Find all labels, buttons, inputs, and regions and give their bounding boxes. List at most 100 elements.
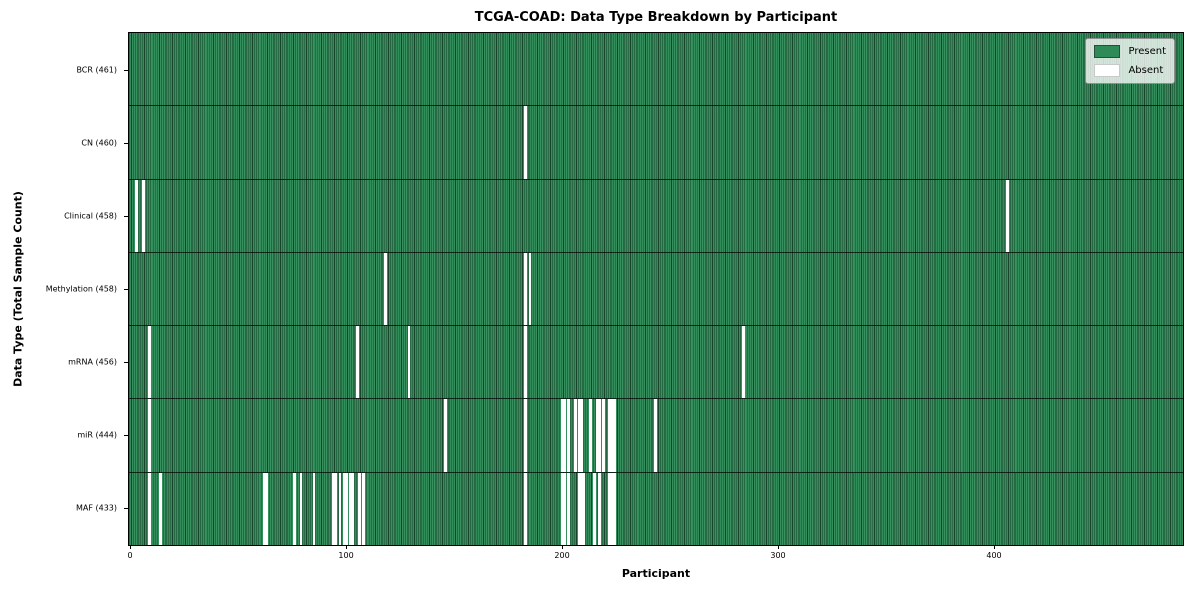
y-tick-mark	[124, 362, 128, 364]
y-tick-mark	[124, 215, 128, 217]
heatmap-row-mrna	[129, 326, 1183, 400]
present-swatch-icon	[1094, 45, 1121, 58]
y-tick-label: mRNA (456)	[68, 357, 117, 367]
y-tick-label: Clinical (458)	[64, 211, 117, 221]
absent-stripe	[578, 399, 582, 472]
absent-stripe	[578, 472, 582, 545]
absent-stripe	[357, 472, 361, 545]
absent-stripe	[444, 399, 448, 472]
heatmap-row-mir	[129, 399, 1183, 473]
absent-stripe	[608, 472, 612, 545]
heatmap-row-clinical	[129, 179, 1183, 253]
absent-stripe	[560, 472, 564, 545]
absent-stripe	[334, 472, 338, 545]
absent-stripe	[265, 472, 268, 545]
absent-stripe	[383, 252, 387, 326]
absent-stripe	[148, 399, 152, 472]
x-tick-label: 100	[338, 551, 354, 560]
absent-stripe	[344, 472, 348, 545]
absent-stripe	[742, 326, 746, 399]
absent-stripe	[573, 399, 577, 472]
absent-stripe	[332, 472, 335, 545]
x-tick-label: 200	[554, 551, 570, 560]
y-tick-mark	[124, 508, 128, 510]
absent-stripe	[560, 399, 564, 472]
y-tick-label: MAF (433)	[75, 503, 117, 513]
absent-stripe	[342, 472, 346, 545]
absent-stripe	[563, 472, 566, 545]
absent-stripe	[580, 399, 584, 472]
absent-stripe	[524, 326, 528, 399]
absent-stripe	[524, 252, 528, 326]
y-axis: BCR (461) CN (460) Clinical (458) Methylati…	[0, 33, 129, 545]
legend-absent-label: Absent	[1128, 65, 1164, 76]
absent-stripe	[159, 472, 163, 545]
x-tick-mark	[562, 545, 564, 549]
heatmap-rows	[129, 33, 1183, 545]
x-axis-label: Participant	[621, 567, 691, 580]
absent-stripe	[338, 472, 342, 545]
absent-stripe	[293, 472, 296, 545]
absent-stripe	[593, 472, 597, 545]
legend-present-label: Present	[1128, 46, 1166, 57]
x-tick-mark	[778, 545, 780, 549]
absent-swatch-icon	[1094, 64, 1121, 77]
absent-stripe	[612, 399, 616, 472]
legend: Present Absent	[1085, 38, 1175, 84]
x-axis: 0 100 200 300 400	[127, 545, 1183, 565]
absent-stripe	[608, 399, 612, 472]
absent-stripe	[355, 326, 359, 399]
absent-stripe	[141, 179, 145, 252]
y-tick-label: miR (444)	[77, 430, 117, 440]
plot-area: Present Absent	[128, 32, 1184, 546]
absent-stripe	[610, 399, 614, 472]
absent-stripe	[349, 472, 353, 545]
absent-stripe	[528, 252, 532, 326]
x-tick-label: 400	[986, 551, 1002, 560]
absent-stripe	[524, 399, 528, 472]
absent-stripe	[580, 472, 584, 545]
absent-stripe	[148, 472, 152, 545]
absent-stripe	[597, 399, 601, 472]
absent-stripe	[582, 472, 586, 545]
absent-stripe	[602, 399, 605, 472]
absent-stripe	[1005, 179, 1009, 252]
absent-stripe	[595, 399, 599, 472]
x-tick-mark	[346, 545, 348, 549]
absent-stripe	[351, 472, 355, 545]
legend-entry-absent: Absent	[1094, 64, 1166, 77]
x-tick-mark	[130, 545, 132, 549]
absent-stripe	[653, 399, 657, 472]
y-tick-mark	[124, 289, 128, 290]
absent-stripe	[563, 399, 566, 472]
absent-stripe	[362, 472, 366, 545]
y-tick-label: Methylation (458)	[45, 284, 117, 294]
legend-entry-present: Present	[1094, 45, 1166, 58]
heatmap-row-methylation	[129, 252, 1183, 327]
absent-stripe	[567, 399, 571, 472]
chart-title: TCGA-COAD: Data Type Breakdown by Partic…	[474, 10, 838, 25]
absent-stripe	[612, 472, 616, 545]
y-tick-mark	[124, 435, 128, 437]
heatmap-row-maf	[129, 472, 1183, 545]
absent-stripe	[589, 399, 592, 472]
heatmap-row-cn	[129, 106, 1183, 180]
absent-stripe	[524, 472, 528, 545]
absent-stripe	[567, 472, 571, 545]
absent-stripe	[524, 106, 528, 179]
absent-stripe	[299, 472, 303, 545]
y-tick-label: BCR (461)	[76, 65, 117, 75]
x-tick-label: 300	[770, 551, 786, 560]
absent-stripe	[312, 472, 316, 545]
absent-stripe	[610, 472, 614, 545]
y-tick-mark	[124, 142, 128, 144]
x-tick-mark	[994, 545, 995, 549]
y-tick-label: CN (460)	[81, 138, 117, 148]
absent-stripe	[407, 326, 411, 399]
y-tick-mark	[124, 69, 128, 71]
absent-stripe	[597, 472, 601, 545]
absent-stripe	[135, 179, 139, 252]
x-tick-label: 0	[127, 551, 133, 560]
absent-stripe	[148, 326, 152, 399]
